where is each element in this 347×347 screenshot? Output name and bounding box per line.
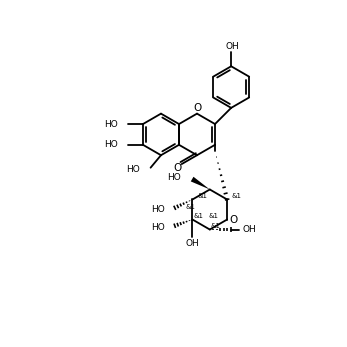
Text: OH: OH [186,239,199,248]
Text: &1: &1 [209,213,219,219]
Text: O: O [194,103,202,113]
Polygon shape [191,177,210,189]
Text: O: O [229,214,237,225]
Text: &1: &1 [231,193,242,200]
Text: &1: &1 [194,213,204,219]
Text: HO: HO [151,205,165,214]
Text: OH: OH [226,42,239,51]
Text: O: O [174,163,182,173]
Text: HO: HO [151,223,165,232]
Text: &1: &1 [211,223,221,229]
Text: HO: HO [126,165,140,174]
Text: HO: HO [104,119,118,128]
Text: &1: &1 [186,204,196,210]
Text: HO: HO [168,173,181,182]
Text: &1: &1 [197,193,207,198]
Text: HO: HO [104,140,118,149]
Text: OH: OH [243,225,256,234]
